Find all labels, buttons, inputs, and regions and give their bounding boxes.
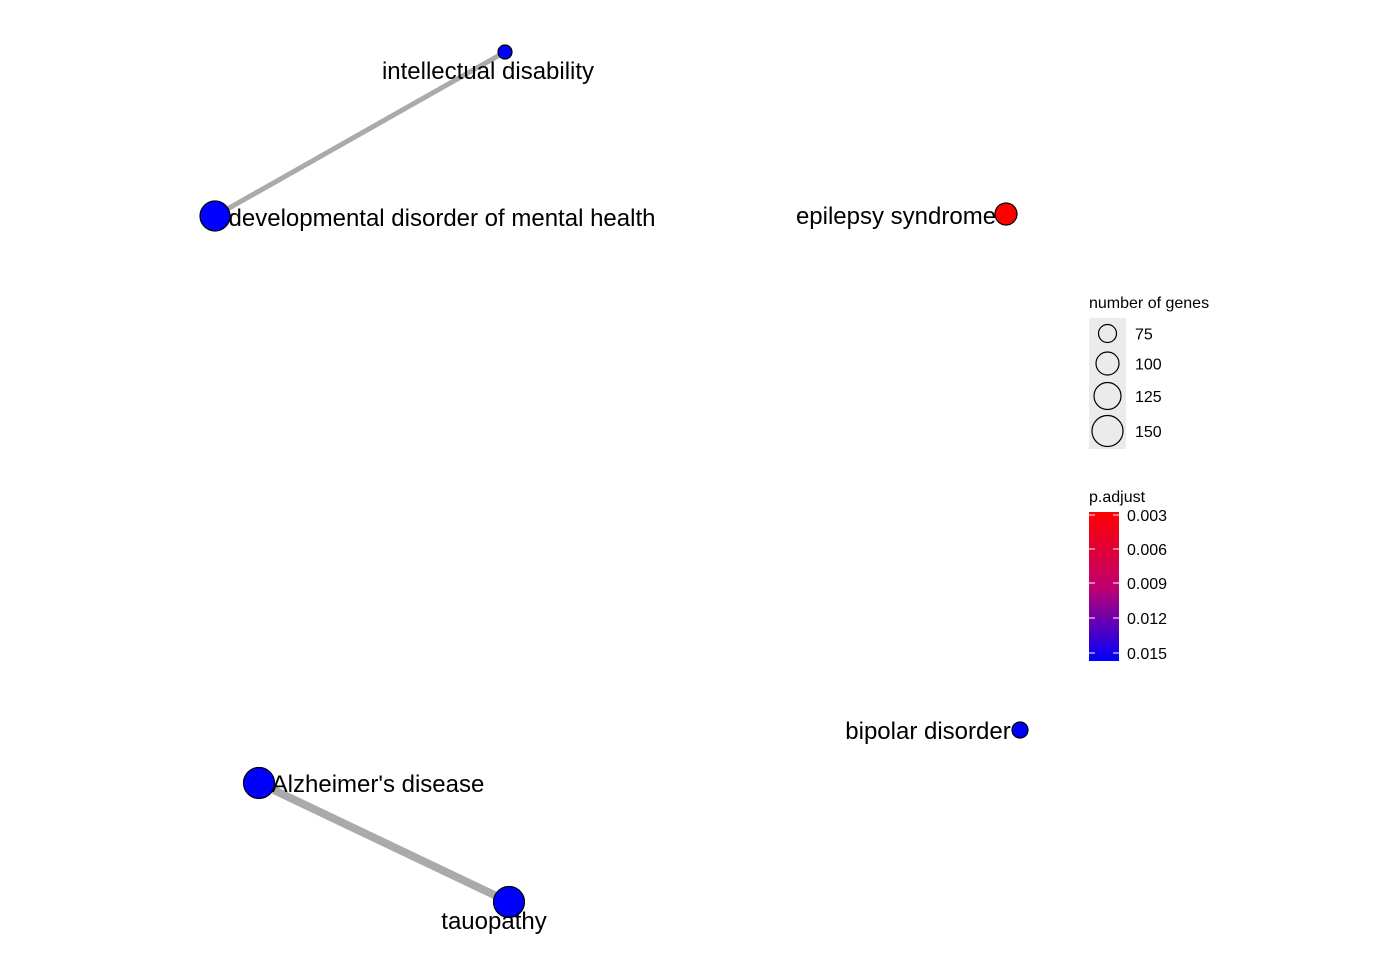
label-tauopathy: tauopathy [441, 908, 546, 935]
node-intellectual-disability[interactable] [497, 44, 513, 60]
label-epilepsy-syndrome: epilepsy syndrome [796, 203, 996, 230]
edge-intellectual-disability-developmental-disorder [213, 49, 507, 219]
node-bipolar-disorder[interactable] [1011, 721, 1029, 739]
legend-color-tick-0.009: 0.009 [1127, 576, 1167, 593]
nodes [199, 44, 1029, 919]
legend-color-tick-marks [1089, 514, 1119, 654]
legend-size-label-150: 150 [1135, 424, 1162, 441]
legend-size-key-150 [1091, 414, 1124, 448]
legend-size-key-125 [1093, 381, 1122, 411]
label-intellectual-disability: intellectual disability [382, 58, 594, 85]
legend-size-title: number of genes [1089, 295, 1209, 312]
legend-color-title: p.adjust [1089, 489, 1146, 506]
legend-color-tick-0.012: 0.012 [1127, 611, 1167, 628]
node-labels: intellectual disability developmental di… [229, 58, 1011, 935]
node-alzheimers-disease[interactable] [242, 766, 276, 800]
legend-size-key-75 [1097, 323, 1118, 344]
label-alzheimers-disease: Alzheimer's disease [272, 771, 485, 798]
legend-size-label-75: 75 [1135, 327, 1153, 344]
legend-size-key-100 [1095, 351, 1120, 376]
legend-size-label-100: 100 [1135, 357, 1162, 374]
node-epilepsy-syndrome[interactable] [994, 202, 1018, 226]
label-bipolar-disorder: bipolar disorder [845, 718, 1010, 745]
legend-color-tick-0.006: 0.006 [1127, 542, 1167, 559]
legend-number-of-genes: number of genes 75 100 125 150 [1089, 295, 1209, 449]
label-developmental-disorder: developmental disorder of mental health [229, 205, 656, 232]
node-tauopathy[interactable] [492, 885, 526, 919]
edge-alzheimers-disease-tauopathy [257, 779, 511, 906]
legend-color-tick-0.003: 0.003 [1127, 508, 1167, 525]
legend-color-bar [1089, 512, 1119, 661]
node-developmental-disorder[interactable] [199, 200, 231, 232]
legend-p-adjust: p.adjust 0.003 0.006 0.009 0.012 0.015 [1089, 489, 1167, 663]
edges [213, 49, 511, 906]
legend-size-label-125: 125 [1135, 389, 1162, 406]
legend-color-tick-0.015: 0.015 [1127, 646, 1167, 663]
